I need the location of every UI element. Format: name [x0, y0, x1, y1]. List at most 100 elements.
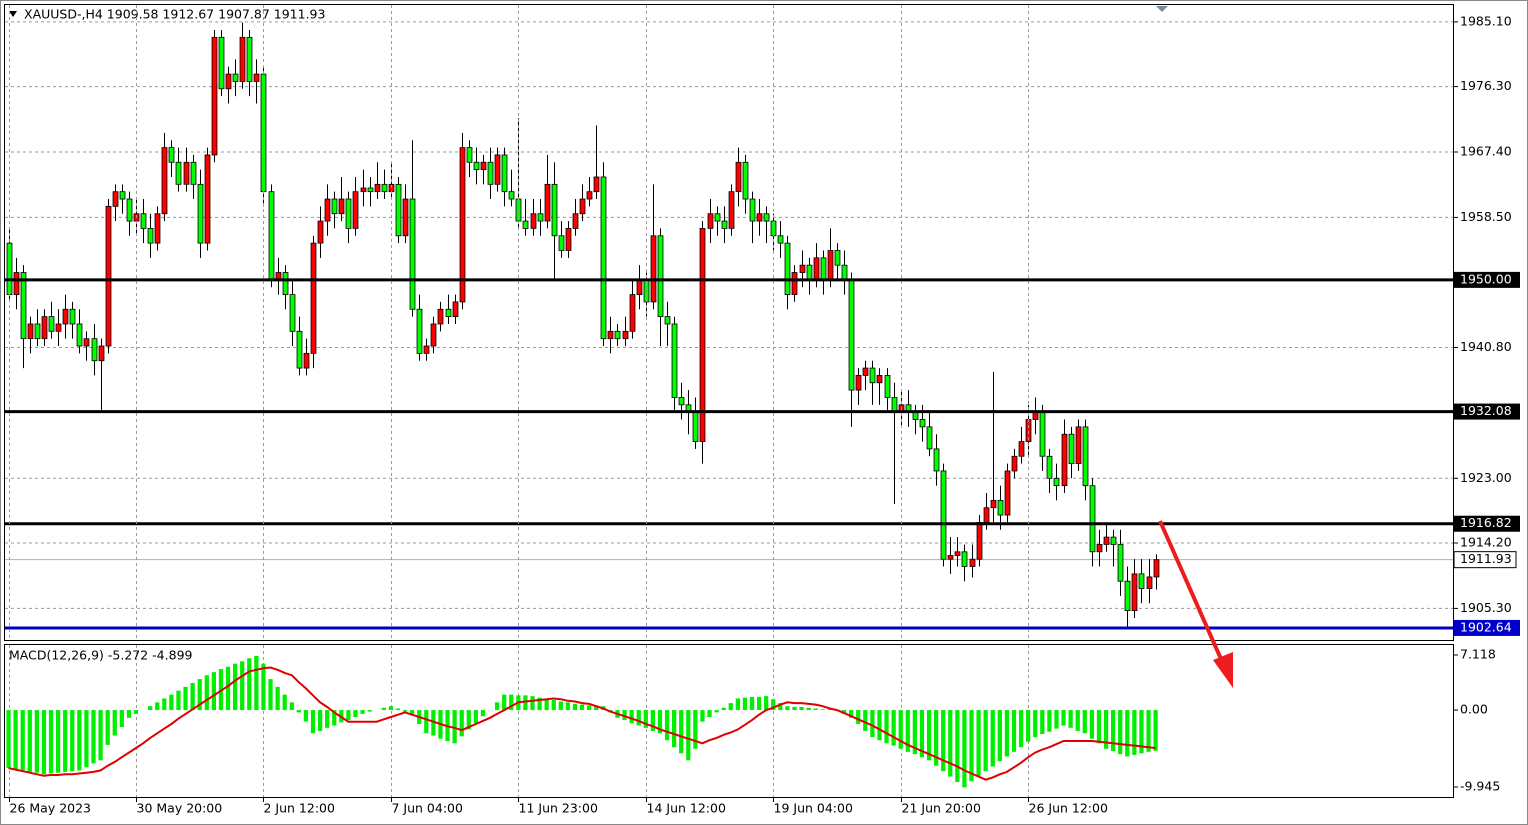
macd-bar	[84, 710, 89, 768]
candle-body	[225, 73, 232, 90]
macd-bar	[820, 709, 825, 711]
candle-body	[98, 345, 105, 362]
price-panel	[4, 4, 1454, 641]
macd-title: MACD(12,26,9) -5.272 -4.899	[9, 648, 193, 663]
candle-body	[629, 294, 636, 332]
macd-bar	[13, 710, 18, 770]
macd-bar	[841, 710, 847, 714]
candle-body	[664, 316, 671, 325]
candle-body	[593, 176, 600, 193]
candle-body	[190, 161, 197, 185]
macd-bar	[537, 697, 542, 711]
macd-bar	[997, 710, 1002, 762]
macd-bar	[891, 710, 896, 746]
candle-body	[310, 242, 317, 354]
macd-bar	[275, 686, 280, 711]
macd-bar	[261, 663, 266, 711]
macd-bar	[1068, 710, 1073, 728]
y2-tick-label: 0.00	[1460, 702, 1488, 717]
macd-bar	[1047, 710, 1052, 732]
candle-body	[579, 198, 586, 215]
candle-body	[154, 213, 161, 244]
candle-body	[381, 183, 388, 193]
candle-body	[912, 411, 919, 420]
macd-bar	[346, 710, 351, 721]
x-tick-label: 14 Jun 12:00	[647, 801, 726, 816]
candle-body	[430, 323, 437, 347]
candle-body	[926, 426, 933, 450]
candle-body	[1046, 455, 1053, 479]
candle-body	[961, 551, 968, 567]
candle-body	[395, 183, 402, 237]
macd-bar	[452, 710, 457, 744]
macd-bar	[785, 706, 790, 711]
macd-bar	[502, 694, 507, 711]
macd-bar	[721, 707, 726, 711]
macd-bar	[360, 710, 365, 714]
macd-bar	[969, 710, 974, 782]
candle-body	[1004, 470, 1011, 516]
macd-bar	[1146, 710, 1151, 752]
macd-bar	[367, 710, 372, 712]
macd-bar	[254, 655, 259, 711]
candle-body	[933, 448, 940, 472]
macd-bar	[6, 710, 11, 769]
macd-bar	[735, 698, 740, 711]
macd-panel	[4, 644, 1454, 798]
candle-body	[1124, 580, 1131, 612]
candle-body	[147, 228, 154, 244]
macd-bar	[70, 710, 75, 772]
macd-bar	[941, 710, 946, 772]
candle-body	[204, 154, 211, 244]
candle-body	[119, 191, 126, 200]
candle-body	[27, 323, 34, 340]
signal-line	[8, 666, 1156, 781]
candle-body	[459, 147, 466, 303]
macd-bar	[1089, 710, 1095, 739]
macd-bar	[664, 710, 670, 741]
macd-bar	[1026, 710, 1031, 742]
candle-body	[345, 198, 352, 229]
macd-bar	[211, 672, 217, 711]
arrow	[1158, 520, 1233, 688]
candle-body	[586, 191, 593, 200]
arrow-head	[1213, 652, 1233, 688]
x-tick-label: 7 Jun 04:00	[392, 801, 464, 816]
macd-bar	[1011, 710, 1017, 752]
candle-body	[1018, 441, 1025, 457]
candle-body	[1089, 485, 1096, 553]
candle-body	[820, 257, 827, 281]
macd-bar	[962, 710, 967, 788]
x-tick-label: 26 May 2023	[10, 801, 92, 816]
macd-bar	[1153, 710, 1158, 751]
candle-body	[331, 198, 338, 215]
macd-bar	[1118, 710, 1123, 755]
macd-bar	[126, 710, 132, 718]
macd-bar	[169, 694, 174, 711]
macd-bar	[395, 708, 401, 711]
macd-bar	[27, 710, 32, 772]
candle-body	[721, 220, 728, 229]
macd-bar	[1004, 710, 1010, 757]
macd-bar	[643, 710, 648, 728]
candle-body	[997, 499, 1004, 516]
candle-body	[530, 213, 537, 229]
macd-bar	[948, 710, 953, 777]
macd-bar	[657, 710, 663, 734]
macd-bar	[119, 710, 124, 728]
macd-bar	[1139, 710, 1144, 754]
macd-bar	[190, 682, 195, 711]
candle-body	[983, 507, 990, 523]
level-box	[1454, 271, 1520, 288]
macd-bar	[77, 710, 82, 771]
macd-bar	[148, 706, 153, 711]
candle-body	[232, 73, 239, 82]
candle-body	[1131, 573, 1138, 612]
candle-body	[827, 250, 834, 281]
macd-bar	[1103, 710, 1109, 749]
macd-bar	[204, 675, 209, 711]
macd-bar	[799, 706, 804, 711]
macd-bar	[523, 695, 528, 711]
macd-bar	[551, 699, 556, 711]
